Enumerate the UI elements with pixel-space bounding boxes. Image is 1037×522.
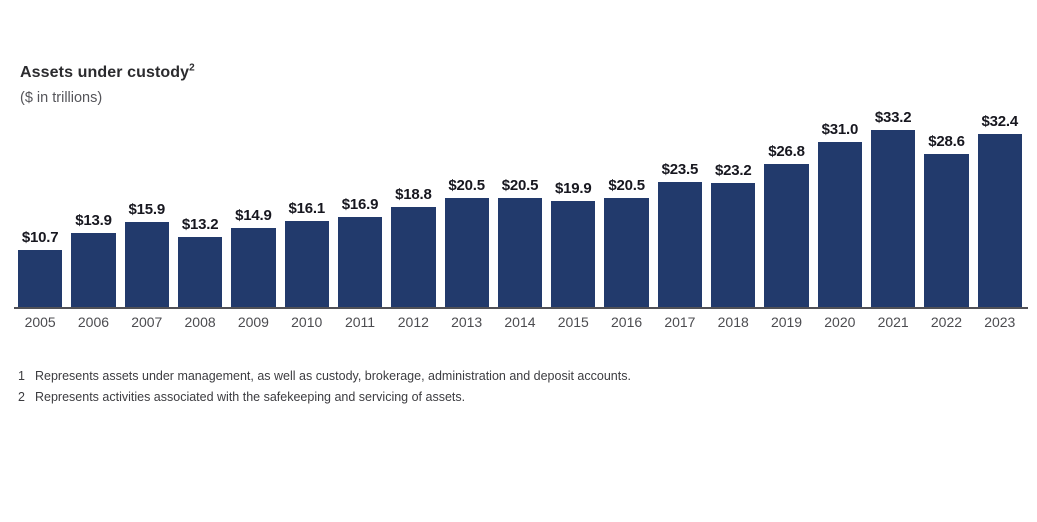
bar-2014 bbox=[497, 198, 543, 307]
bar-group-2019: $26.8 bbox=[764, 143, 809, 307]
x-axis-tick-labels: 2005 2006 2007 2008 2009 2010 2011 2012 2013 2014… bbox=[18, 314, 1022, 330]
x-tick-2010: 2010 bbox=[291, 314, 323, 330]
bar-2022 bbox=[924, 154, 969, 307]
x-tick-2017: 2017 bbox=[664, 314, 696, 330]
bar-value-label: $23.2 bbox=[714, 162, 752, 179]
bar-group-2016: $20.5 bbox=[604, 177, 649, 307]
bar-group-2013: $20.5 bbox=[444, 177, 489, 307]
bar-group-2006: $13.9 bbox=[71, 212, 116, 307]
footnote-text: Represents assets under management, as w… bbox=[35, 369, 631, 383]
bar-value-label: $26.8 bbox=[768, 143, 805, 160]
bar-value-label: $20.5 bbox=[501, 177, 539, 194]
bar-2010 bbox=[284, 221, 329, 307]
bar-value-label: $20.5 bbox=[608, 177, 645, 194]
bar-group-2005: $10.7 bbox=[18, 229, 63, 307]
bar-2008 bbox=[177, 237, 223, 307]
bar-value-label: $31.0 bbox=[821, 121, 859, 138]
x-tick-2023: 2023 bbox=[984, 314, 1016, 330]
bars-row: $10.7 $13.9 $15.9 $13.2 $14.9 $16.1 $16.9 $18.8… bbox=[18, 100, 1022, 307]
bar-value-label: $19.9 bbox=[555, 180, 592, 197]
bar-2019 bbox=[764, 164, 809, 307]
bar-2016 bbox=[604, 198, 649, 307]
bar-2017 bbox=[657, 182, 703, 307]
bar-2005 bbox=[18, 250, 63, 307]
bar-group-2017: $23.5 bbox=[657, 161, 703, 307]
chart-title: Assets under custody2 bbox=[20, 62, 195, 82]
bar-value-label: $10.7 bbox=[21, 229, 59, 246]
bar-group-2015: $19.9 bbox=[551, 180, 596, 307]
bar-value-label: $15.9 bbox=[128, 201, 166, 218]
bar-2007 bbox=[124, 222, 169, 307]
bar-2015 bbox=[551, 201, 596, 307]
x-tick-2005: 2005 bbox=[24, 314, 56, 330]
bar-value-label: $28.6 bbox=[928, 133, 965, 150]
chart-title-superscript: 2 bbox=[189, 62, 195, 74]
bar-2021 bbox=[871, 130, 916, 307]
footnote-1: 1 Represents assets under management, as… bbox=[18, 369, 998, 384]
bar-group-2007: $15.9 bbox=[124, 201, 169, 307]
footnote-number: 1 bbox=[18, 369, 25, 383]
bar-2006 bbox=[71, 233, 116, 307]
x-tick-2022: 2022 bbox=[930, 314, 963, 330]
x-tick-2021: 2021 bbox=[877, 314, 909, 330]
chart-subtitle: ($ in trillions) bbox=[20, 90, 103, 106]
bar-value-label: $20.5 bbox=[448, 177, 485, 194]
x-axis-line bbox=[14, 307, 1028, 309]
bar-group-2010: $16.1 bbox=[284, 200, 329, 307]
bar-value-label: $33.2 bbox=[874, 109, 912, 126]
x-tick-2019: 2019 bbox=[770, 314, 803, 330]
bar-value-label: $16.9 bbox=[341, 196, 379, 213]
footnote-number: 2 bbox=[18, 389, 25, 404]
footnote-2: 2 Represents activities associated with … bbox=[18, 389, 998, 405]
footnote-text: Represents activities associated with th… bbox=[35, 389, 466, 404]
bar-group-2008: $13.2 bbox=[177, 216, 223, 307]
bar-group-2014: $20.5 bbox=[497, 177, 543, 307]
x-tick-2012: 2012 bbox=[397, 314, 429, 330]
x-tick-2020: 2020 bbox=[824, 314, 856, 330]
bar-group-2020: $31.0 bbox=[817, 121, 862, 307]
footnotes: 1 Represents assets under management, as… bbox=[18, 369, 998, 412]
x-tick-2015: 2015 bbox=[557, 314, 589, 330]
x-tick-2013: 2013 bbox=[451, 314, 483, 330]
bar-group-2012: $18.8 bbox=[391, 186, 436, 307]
bar-group-2021: $33.2 bbox=[871, 109, 916, 307]
bar-2018 bbox=[711, 183, 756, 307]
bar-value-label: $32.4 bbox=[981, 113, 1019, 130]
x-tick-2016: 2016 bbox=[611, 314, 643, 330]
bar-group-2022: $28.6 bbox=[924, 133, 969, 307]
bar-2013 bbox=[444, 198, 489, 307]
bar-value-label: $16.1 bbox=[288, 200, 325, 217]
bar-2012 bbox=[391, 207, 436, 307]
bar-2011 bbox=[337, 217, 383, 307]
bar-group-2023: $32.4 bbox=[977, 113, 1022, 307]
bar-group-2018: $23.2 bbox=[711, 162, 756, 307]
x-tick-2007: 2007 bbox=[131, 314, 163, 330]
x-tick-2009: 2009 bbox=[237, 314, 269, 330]
x-tick-2011: 2011 bbox=[344, 314, 376, 330]
bar-group-2011: $16.9 bbox=[337, 196, 383, 307]
bar-value-label: $14.9 bbox=[235, 207, 272, 224]
bar-value-label: $18.8 bbox=[395, 186, 432, 203]
bar-value-label: $23.5 bbox=[661, 161, 699, 178]
x-tick-2008: 2008 bbox=[184, 314, 216, 330]
bar-group-2009: $14.9 bbox=[231, 207, 276, 307]
chart-title-text: Assets under custody bbox=[20, 64, 190, 81]
bar-value-label: $13.2 bbox=[181, 216, 219, 233]
bar-2023 bbox=[977, 134, 1022, 307]
bar-chart-plot-area: $10.7 $13.9 $15.9 $13.2 $14.9 $16.1 $16.9 $18.8… bbox=[14, 100, 1028, 335]
x-tick-2014: 2014 bbox=[504, 314, 536, 330]
bar-value-label: $13.9 bbox=[75, 212, 112, 229]
bar-2020 bbox=[817, 142, 862, 307]
bar-2009 bbox=[231, 228, 276, 307]
x-tick-2006: 2006 bbox=[77, 314, 110, 330]
x-tick-2018: 2018 bbox=[717, 314, 749, 330]
